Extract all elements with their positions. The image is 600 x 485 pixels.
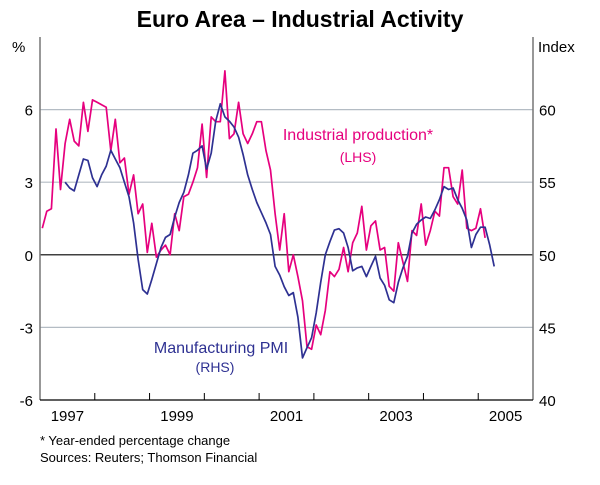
- x-tick-label: 2005: [489, 408, 522, 425]
- x-tick-label: 1997: [51, 408, 84, 425]
- footnote: * Year-ended percentage change: [40, 433, 231, 448]
- gridlines: [40, 108, 533, 328]
- series-label-manufacturing-pmi: Manufacturing PMI: [154, 340, 288, 357]
- sources: Sources: Reuters; Thomson Financial: [40, 450, 258, 465]
- x-tick-label: 1999: [160, 408, 193, 425]
- series-note-lhs: (LHS): [340, 149, 377, 165]
- right-tick-label: 40: [539, 393, 556, 410]
- series-note-rhs: (RHS): [196, 359, 235, 375]
- right-tick-label: 50: [539, 248, 556, 265]
- series-lines: [41, 70, 496, 359]
- x-tick-label: 2001: [270, 408, 303, 425]
- right-tick-label: 45: [539, 320, 556, 337]
- industrial-production-line: [41, 70, 486, 351]
- left-tick-label: -6: [20, 393, 33, 410]
- manufacturing-pmi-line: [64, 102, 496, 359]
- chart-title: Euro Area – Industrial Activity: [137, 6, 464, 32]
- series-label-industrial-production: Industrial production*: [283, 127, 433, 144]
- axes: -6 -3 0 3 6 40 45 50 55 60 1997 1999 2001 2003 2005: [20, 37, 556, 425]
- x-tick-label: 2003: [379, 408, 412, 425]
- right-tick-label: 55: [539, 175, 556, 192]
- left-tick-label: 3: [25, 175, 33, 192]
- left-tick-label: 6: [25, 103, 33, 120]
- right-axis-unit: Index: [538, 39, 575, 56]
- right-tick-label: 60: [539, 103, 556, 120]
- left-tick-label: -3: [20, 320, 33, 337]
- left-axis-unit: %: [12, 39, 25, 56]
- left-tick-label: 0: [25, 248, 33, 265]
